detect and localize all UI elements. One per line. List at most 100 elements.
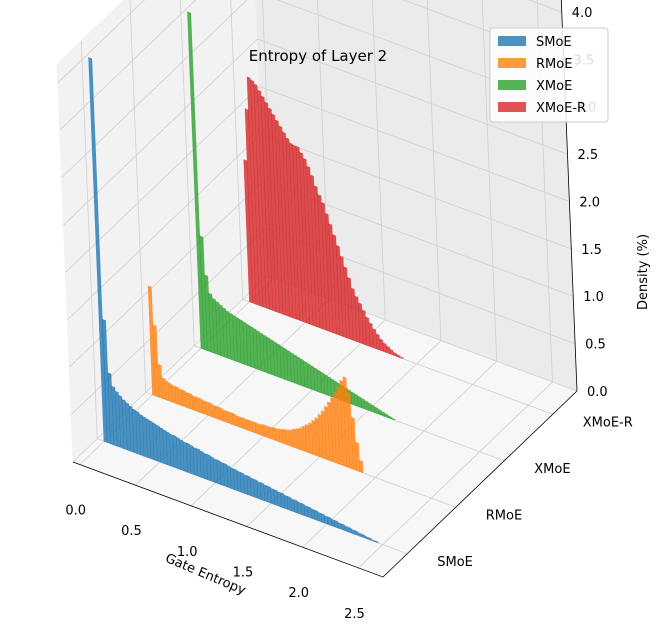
bar [188,392,193,410]
bar [250,79,263,307]
bar [228,411,233,425]
bar [367,537,372,541]
bar [218,406,223,422]
bar [179,439,185,472]
bar [209,456,215,483]
bar [361,309,367,346]
bar [172,434,178,469]
bar [289,352,295,384]
bar [377,409,382,416]
bar [274,119,287,316]
bar [295,146,307,324]
bar [223,462,228,488]
bar [306,363,312,390]
bar [304,505,309,518]
z-tick-label: 1.0 [583,290,604,305]
bar [354,393,359,407]
bar [379,338,384,352]
bar [327,516,332,526]
bar [360,398,366,410]
bar [186,442,192,474]
bar [128,405,135,453]
bar [215,405,220,420]
bar [293,354,299,385]
bar [359,460,364,474]
bar [216,459,222,485]
z-tick-label: 4.0 [572,6,593,21]
bar [335,244,344,337]
bar [302,157,314,326]
bar [339,255,347,338]
bar [222,307,228,359]
bar [145,418,151,459]
legend-frame [489,27,609,123]
bar [327,376,332,397]
legend-swatch [498,58,526,68]
bar [204,274,212,353]
bar [142,416,148,458]
bar [386,345,391,355]
bar-series-XMoE-R [243,76,404,360]
bar [331,518,335,528]
bar [320,371,325,395]
bar [303,360,309,389]
bar [125,402,131,452]
bar [381,411,386,417]
bar [208,402,213,418]
bar [334,519,339,529]
bar [232,314,238,363]
x-tick-label: 0.5 [121,524,142,539]
bar [252,421,257,434]
bar [355,441,361,472]
bar [229,312,235,361]
bar [280,492,285,509]
bar [206,453,212,482]
bar [313,367,319,392]
z-gridline-back [259,86,570,202]
bar [347,277,354,341]
z-tick-label: 0.5 [585,338,606,353]
x-tick-label: 2.5 [344,607,365,622]
bar [391,417,396,421]
legend-label: XMoE [536,79,572,94]
bar [208,292,215,354]
bar [235,415,240,428]
bar-series-SMoE [88,57,379,544]
bar [287,495,292,511]
bar [317,511,322,523]
bar [372,328,377,350]
bar [371,404,376,414]
bar [232,412,237,427]
bar [176,437,182,471]
bar [252,328,258,370]
bar [367,402,372,412]
bar [161,377,166,400]
bar [324,212,334,334]
bar [218,304,225,358]
bar [297,501,302,515]
bar [157,363,163,399]
bar [282,131,294,319]
legend-swatch [498,80,526,90]
bar [341,523,345,531]
bar [307,506,312,519]
bar [375,333,381,351]
x-gridline-floor [302,360,497,548]
bar [317,369,322,394]
bar [323,373,329,396]
z-gridline-left [57,0,145,84]
bar [181,389,187,408]
bar [168,382,173,403]
bar [374,540,379,544]
bar [233,468,238,492]
bar [88,57,108,443]
bar [314,509,319,521]
y-tick-label: XMoE-R [583,415,633,430]
bar [321,202,330,332]
y-tick-label: XMoE [534,462,570,477]
bar [240,471,245,494]
bar [354,295,360,343]
bar [121,399,128,451]
bar [283,347,289,381]
